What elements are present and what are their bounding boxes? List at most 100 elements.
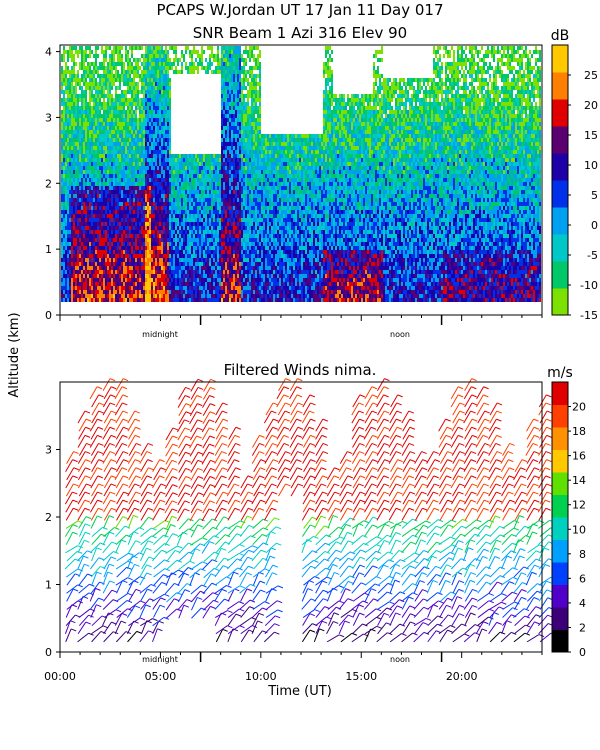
snr-heatmap-cell [217,158,219,162]
snr-heatmap-cell [227,146,229,150]
snr-heatmap-cell [223,270,225,274]
snr-heatmap-cell [165,102,167,106]
snr-heatmap-cell [131,174,133,178]
snr-heatmap-cell [163,190,165,194]
snr-heatmap-cell [161,54,163,58]
snr-heatmap-cell [117,274,119,278]
snr-heatmap-cell [111,170,113,174]
snr-heatmap-cell [235,282,237,286]
snr-heatmap-cell [79,198,81,202]
snr-heatmap-cell [93,258,95,262]
snr-heatmap-cell [161,134,163,138]
snr-heatmap-cell [131,246,133,250]
snr-heatmap-cell [199,174,201,178]
snr-heatmap-cell [121,214,123,218]
snr-heatmap-cell [61,154,63,158]
snr-heatmap-cell [211,166,213,170]
snr-heatmap-cell [79,254,81,258]
snr-heatmap-cell [111,162,113,166]
snr-heatmap-cell [81,102,83,106]
snr-heatmap-cell [155,250,157,254]
snr-heatmap-cell [189,62,191,66]
snr-heatmap-cell [109,286,111,290]
snr-heatmap-cell [223,278,225,282]
snr-heatmap-cell [119,258,121,262]
snr-heatmap-cell [93,202,95,206]
snr-heatmap-cell [163,166,165,170]
snr-heatmap-cell [129,122,131,126]
snr-heatmap-cell [213,290,215,294]
snr-heatmap-cell [167,274,169,278]
snr-heatmap-cell [143,186,145,190]
snr-heatmap-cell [149,66,151,70]
snr-heatmap-cell [193,246,195,250]
snr-heatmap-cell [205,154,207,158]
snr-heatmap-cell [61,166,63,170]
snr-heatmap-cell [63,222,65,226]
snr-heatmap-cell [85,130,87,134]
snr-heatmap-cell [71,242,73,246]
snr-heatmap-cell [81,174,83,178]
snr-heatmap-cell [67,214,69,218]
snr-heatmap-cell [115,138,117,142]
snr-heatmap-cell [111,218,113,222]
snr-heatmap-cell [63,250,65,254]
snr-heatmap-cell [87,182,89,186]
snr-heatmap-cell [127,290,129,294]
snr-heatmap-cell [237,102,239,106]
snr-heatmap-cell [85,266,87,270]
snr-heatmap-cell [207,166,209,170]
snr-heatmap-cell [119,130,121,134]
snr-heatmap-cell [195,294,197,298]
snr-heatmap-cell [165,262,167,266]
snr-heatmap-cell [211,270,213,274]
snr-heatmap-cell [115,50,117,54]
snr-heatmap-cell [107,102,109,106]
snr-heatmap-cell [179,246,181,250]
snr-heatmap-cell [223,114,225,118]
snr-heatmap-cell [75,146,77,150]
snr-heatmap-cell [141,290,143,294]
snr-heatmap-cell [107,202,109,206]
snr-heatmap-cell [155,54,157,58]
snr-heatmap-cell [75,130,77,134]
snr-heatmap-cell [183,262,185,266]
snr-heatmap-cell [119,286,121,290]
snr-heatmap-cell [163,214,165,218]
snr-heatmap-cell [147,62,149,66]
snr-heatmap-cell [97,134,99,138]
snr-heatmap-cell [213,70,215,74]
snr-heatmap-cell [227,50,229,54]
snr-heatmap-cell [175,250,177,254]
snr-heatmap-cell [153,222,155,226]
snr-heatmap-cell [89,150,91,154]
snr-heatmap-cell [223,146,225,150]
snr-heatmap-cell [99,214,101,218]
snr-heatmap-cell [215,262,217,266]
snr-heatmap-cell [107,150,109,154]
snr-heatmap-cell [127,182,129,186]
snr-heatmap-cell [229,62,231,66]
snr-heatmap-cell [163,70,165,74]
snr-heatmap-cell [129,242,131,246]
snr-heatmap-cell [123,250,125,254]
snr-heatmap-cell [187,182,189,186]
snr-heatmap-cell [157,298,159,302]
snr-heatmap-cell [205,286,207,290]
snr-heatmap-cell [71,198,73,202]
snr-heatmap-cell [165,234,167,238]
snr-heatmap-cell [73,294,75,298]
snr-heatmap-cell [167,114,169,118]
snr-heatmap-cell [117,142,119,146]
snr-heatmap-cell [193,66,195,70]
snr-heatmap-cell [105,270,107,274]
snr-heatmap-cell [209,214,211,218]
snr-heatmap-cell [207,262,209,266]
snr-heatmap-cell [189,54,191,58]
snr-heatmap-cell [129,74,131,78]
snr-heatmap-cell [111,150,113,154]
snr-heatmap-cell [221,250,223,254]
snr-heatmap-cell [121,194,123,198]
snr-heatmap-cell [213,246,215,250]
snr-heatmap-cell [223,226,225,230]
